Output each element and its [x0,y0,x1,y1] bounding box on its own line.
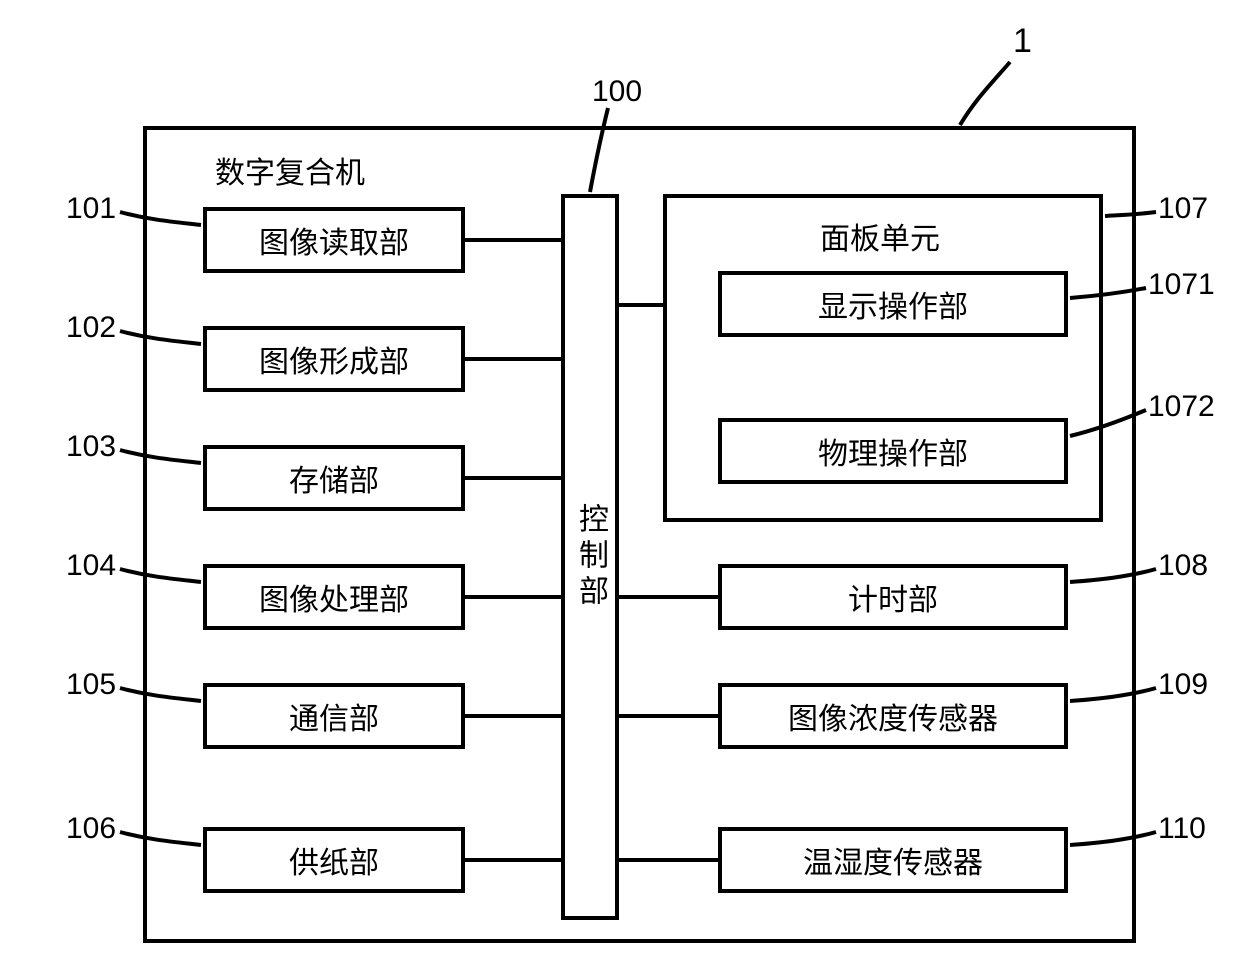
block-103-label: 存储部 [289,456,379,500]
ref-controller: 100 [592,75,642,109]
block-109-label: 图像浓度传感器 [788,694,998,738]
ref-1071: 1071 [1148,268,1215,302]
block-110: 温湿度传感器 [718,827,1068,893]
device-title: 数字复合机 [215,148,365,192]
block-105: 通信部 [203,683,465,749]
conn-panel [619,303,663,307]
block-108: 计时部 [718,564,1068,630]
controller-box: 控制部 [561,194,619,920]
conn-101 [465,238,561,242]
block-106: 供纸部 [203,827,465,893]
block-101-label: 图像读取部 [259,218,409,262]
ref-105: 105 [66,668,116,702]
diagram-canvas: 1 数字复合机 控制部 100 图像读取部 101 图像形成部 102 存储部 … [0,0,1239,967]
block-110-label: 温湿度传感器 [803,838,983,882]
block-1072-label: 物理操作部 [818,429,968,473]
ref-102: 102 [66,311,116,345]
ref-103: 103 [66,430,116,464]
ref-system: 1 [1013,22,1032,61]
block-104-label: 图像处理部 [259,575,409,619]
ref-109: 109 [1158,668,1208,702]
ref-101: 101 [66,192,116,226]
block-106-label: 供纸部 [289,838,379,882]
conn-103 [465,476,561,480]
block-103: 存储部 [203,445,465,511]
conn-106 [465,858,561,862]
block-1072: 物理操作部 [718,418,1068,484]
panel-title: 面板单元 [820,214,940,258]
ref-108: 108 [1158,549,1208,583]
conn-108 [619,595,718,599]
block-102-label: 图像形成部 [259,337,409,381]
conn-109 [619,714,718,718]
block-109: 图像浓度传感器 [718,683,1068,749]
block-101: 图像读取部 [203,207,465,273]
conn-102 [465,357,561,361]
block-108-label: 计时部 [848,575,938,619]
block-1071-label: 显示操作部 [818,282,968,326]
ref-106: 106 [66,812,116,846]
block-102: 图像形成部 [203,326,465,392]
block-1071: 显示操作部 [718,271,1068,337]
conn-105 [465,714,561,718]
ref-110: 110 [1158,812,1206,846]
controller-label: 控制部 [568,503,612,611]
conn-104 [465,595,561,599]
block-104: 图像处理部 [203,564,465,630]
ref-104: 104 [66,549,116,583]
conn-110 [619,858,718,862]
block-105-label: 通信部 [289,694,379,738]
ref-1072: 1072 [1148,390,1215,424]
ref-107: 107 [1158,192,1208,226]
